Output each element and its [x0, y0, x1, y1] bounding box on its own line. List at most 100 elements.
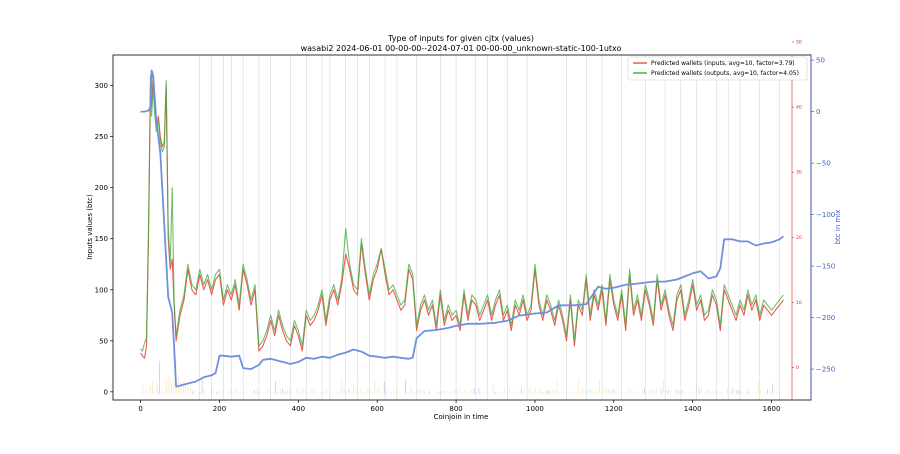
histogram-bar — [344, 388, 345, 394]
histogram-bar — [370, 390, 371, 394]
histogram-bar — [339, 391, 340, 394]
histogram-bar — [583, 389, 584, 394]
histogram-bar — [431, 393, 432, 394]
histogram-bar — [256, 390, 257, 394]
histogram-bar — [720, 393, 721, 394]
histogram-bar — [781, 393, 782, 394]
histogram-bar — [774, 389, 775, 394]
histogram-bar — [356, 389, 357, 394]
histogram-bar — [611, 389, 612, 394]
histogram-bar — [521, 388, 522, 394]
histogram-bar — [285, 391, 286, 394]
x-tick-label: 200 — [213, 405, 226, 413]
histogram-bar — [734, 389, 735, 394]
histogram-bar — [673, 393, 674, 394]
histogram-bar — [379, 389, 380, 394]
histogram-bar — [247, 390, 248, 394]
y-tick-label: 50 — [99, 337, 108, 345]
histogram-bar — [422, 390, 423, 394]
histogram-bar — [396, 390, 397, 394]
histogram-bar — [415, 392, 416, 394]
histogram-bar — [273, 391, 274, 394]
histogram-bar — [143, 385, 144, 394]
chart-title: Type of inputs for given cjtx (values) — [387, 34, 534, 43]
histogram-bar — [767, 390, 768, 394]
histogram-bar — [616, 391, 617, 394]
histogram-bar — [384, 382, 385, 394]
histogram-bar — [590, 389, 591, 394]
histogram-bar — [651, 388, 652, 394]
histogram-bar — [358, 390, 359, 394]
histogram-bar — [221, 391, 222, 394]
histogram-bar — [732, 388, 733, 394]
histogram-bar — [467, 391, 468, 394]
histogram-bar — [204, 390, 205, 394]
histogram-bar — [727, 388, 728, 394]
histogram-bar — [533, 393, 534, 394]
histogram-bar — [216, 391, 217, 394]
histogram-bar — [571, 393, 572, 394]
histogram-bar — [277, 392, 278, 394]
histogram-bar — [621, 393, 622, 394]
histogram-bar — [434, 393, 435, 394]
histogram-bar — [230, 389, 231, 394]
histogram-bar — [642, 389, 643, 394]
histogram-bar — [606, 389, 607, 394]
histogram-bar — [701, 388, 702, 394]
histogram-bar — [585, 391, 586, 394]
histogram-bar — [211, 390, 212, 394]
histogram-bar — [561, 393, 562, 394]
histogram-bar — [538, 393, 539, 394]
histogram-bar — [613, 389, 614, 394]
histogram-bar — [263, 392, 264, 394]
histogram-bar — [372, 393, 373, 394]
y2-tick-label: 40 — [796, 105, 802, 111]
histogram-bar — [670, 391, 671, 394]
histogram-bar — [313, 389, 314, 394]
histogram-bar — [519, 391, 520, 394]
histogram-bar — [632, 393, 633, 394]
y-tick-label: 150 — [95, 235, 108, 243]
histogram-bar — [554, 390, 555, 394]
y2-tick-label: 10 — [796, 300, 802, 306]
histogram-bar — [152, 381, 153, 394]
histogram-bar — [502, 393, 503, 394]
histogram-bar — [597, 392, 598, 394]
x-tick-label: 1000 — [526, 405, 544, 413]
histogram-bar — [722, 392, 723, 394]
histogram-bar — [689, 392, 690, 394]
y3-tick-label: 0 — [816, 108, 820, 116]
histogram-bar — [710, 392, 711, 394]
histogram-bar — [147, 392, 148, 394]
histogram-bar — [453, 391, 454, 394]
histogram-bar — [675, 390, 676, 394]
histogram-bar — [327, 389, 328, 394]
histogram-bar — [758, 380, 759, 394]
histogram-bar — [412, 391, 413, 394]
histogram-bar — [424, 393, 425, 394]
histogram-bar — [772, 383, 773, 394]
histogram-bar — [429, 391, 430, 394]
histogram-bar — [665, 389, 666, 394]
histogram-bar — [235, 389, 236, 394]
histogram-bar — [266, 391, 267, 394]
histogram-bar — [699, 388, 700, 394]
x-tick-label: 1400 — [684, 405, 702, 413]
histogram-bar — [682, 391, 683, 394]
chart-subtitle: wasabi2 2024-06-01 00-00-00--2024-07-01 … — [301, 44, 622, 53]
histogram-bar — [779, 391, 780, 394]
histogram-bar — [268, 389, 269, 394]
histogram-bar — [550, 391, 551, 394]
histogram-bar — [223, 389, 224, 394]
histogram-bar — [618, 393, 619, 394]
histogram-bar — [625, 393, 626, 394]
histogram-bar — [403, 393, 404, 394]
histogram-bar — [474, 388, 475, 394]
y2-tick-label: 20 — [796, 235, 802, 241]
x-axis-label: Coinjoin in time — [434, 413, 489, 421]
histogram-bar — [760, 390, 761, 394]
histogram-bar — [476, 393, 477, 394]
histogram-bar — [557, 379, 558, 394]
histogram-bar — [455, 389, 456, 394]
